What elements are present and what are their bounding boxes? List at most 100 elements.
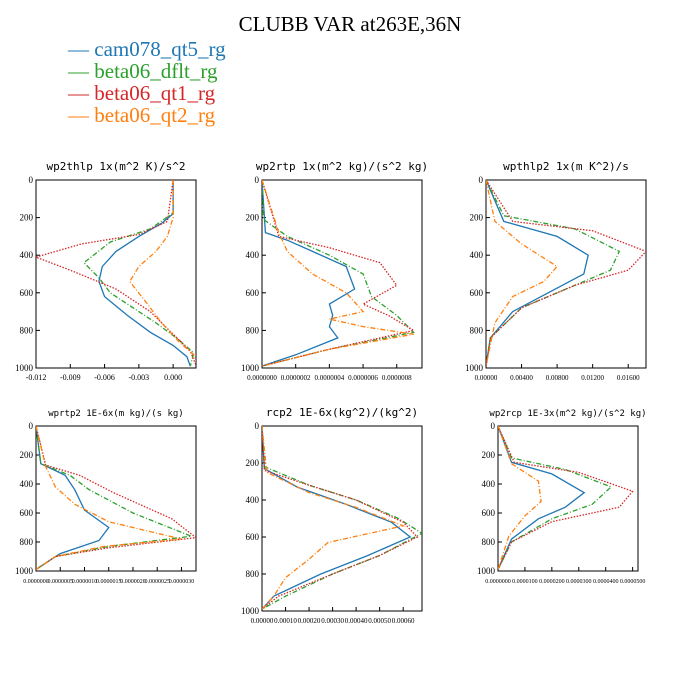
series-line-beta06_qt1_rg xyxy=(36,426,196,571)
y-tick-label: 1000 xyxy=(241,606,260,616)
x-tick-label: 0.0000002 xyxy=(281,374,311,382)
series-line-beta06_qt1_rg xyxy=(262,180,416,367)
panel-2: wp2rtp 1x(m^2 kg)/(s^2 kg) 0 200 400 600 800 1… xyxy=(241,160,428,382)
series-line-beta06_qt1_rg xyxy=(36,180,196,366)
x-tick-label: 0.0000500 xyxy=(620,579,646,585)
y-tick-label: 0 xyxy=(255,421,260,431)
legend-label-dflt: beta06_dflt_rg xyxy=(94,59,218,83)
y-tick-label: 200 xyxy=(246,458,260,468)
legend-line-dflt: — xyxy=(68,59,95,83)
x-tick-label: 0.00050 xyxy=(368,617,391,625)
x-tick-label: 0.0000006 xyxy=(348,374,378,382)
panel-title: wprtp2 1E-6x(m kg)/(s kg) xyxy=(48,409,183,419)
series-line-beta06_dflt_rg xyxy=(262,180,415,367)
x-tick-label: 0.0000100 xyxy=(512,579,538,585)
panel-frame xyxy=(35,179,197,369)
series-line-beta06_qt2_rg xyxy=(36,426,182,571)
series-line-beta06_dflt_rg xyxy=(486,180,621,367)
y-tick-label: 0 xyxy=(491,421,496,431)
y-tick-label: 600 xyxy=(470,288,484,298)
y-tick-label: 200 xyxy=(20,450,34,460)
x-tick-label: 0.0000000 xyxy=(23,579,49,585)
legend-entry-dflt: — beta06_dflt_rg xyxy=(68,60,226,82)
series-line-beta06_qt2_rg xyxy=(486,180,559,367)
y-tick-label: 1000 xyxy=(465,363,484,373)
y-tick-label: 600 xyxy=(20,288,34,298)
y-tick-label: 200 xyxy=(482,450,496,460)
x-tick-label: 0.0000000 xyxy=(247,374,277,382)
y-tick-label: 400 xyxy=(20,479,34,489)
panel-title: wp2rcp 1E-3x(m^2 kg)/(s^2 kg) xyxy=(489,409,646,419)
series-line-beta06_qt2_rg xyxy=(262,180,414,367)
x-tick-label: 0.00000 xyxy=(475,374,498,382)
series-line-beta06_dflt_rg xyxy=(262,426,422,610)
panel-series xyxy=(262,426,422,610)
y-tick-label: 600 xyxy=(20,508,34,518)
y-tick-label: 800 xyxy=(20,325,34,335)
y-tick-label: 800 xyxy=(482,537,496,547)
x-tick-label: 0.00040 xyxy=(345,617,368,625)
x-tick-label: 0.01600 xyxy=(617,374,640,382)
series-line-beta06_qt2_rg xyxy=(128,180,196,362)
x-tick-label: 0.0000005 xyxy=(47,579,73,585)
y-tick-label: 400 xyxy=(482,479,496,489)
panel-title: wpthlp2 1x(m K^2)/s xyxy=(503,160,629,173)
series-line-beta06_qt2_rg xyxy=(262,426,406,610)
x-tick-label: 0.00800 xyxy=(546,374,569,382)
legend-label-qt2: beta06_qt2_rg xyxy=(94,103,216,127)
y-tick-label: 800 xyxy=(20,537,34,547)
legend-entry-cam078: — cam078_qt5_rg xyxy=(68,38,226,60)
series-line-beta06_qt1_rg xyxy=(486,180,646,367)
y-tick-label: 1000 xyxy=(477,566,496,576)
x-tick-label: 0.0000004 xyxy=(314,374,344,382)
panel-1: wp2thlp 1x(m^2 K)/s^202004006008001000-0… xyxy=(15,160,197,382)
x-tick-label: 0.0000000 xyxy=(485,579,511,585)
x-tick-label: 0.00020 xyxy=(298,617,321,625)
y-tick-label: 800 xyxy=(470,325,484,335)
panel-frame xyxy=(497,425,639,572)
y-tick-label: 800 xyxy=(246,569,260,579)
panel-frame xyxy=(485,179,647,369)
panel-frame xyxy=(35,425,197,572)
legend-entry-qt1: — beta06_qt1_rg xyxy=(68,82,226,104)
y-tick-label: 400 xyxy=(470,250,484,260)
x-tick-label: -0.009 xyxy=(60,373,81,382)
panel-title: rcp2 1E-6x(kg^2)/(kg^2) xyxy=(266,406,418,419)
x-tick-label: 0.00000 xyxy=(251,617,274,625)
legend-label-qt1: beta06_qt1_rg xyxy=(94,81,216,105)
x-tick-label: 0.00010 xyxy=(274,617,297,625)
x-tick-label: 0.0000015 xyxy=(96,579,122,585)
y-tick-label: 0 xyxy=(29,421,34,431)
x-tick-label: 0.0000030 xyxy=(169,579,195,585)
x-tick-label: 0.0000400 xyxy=(593,579,619,585)
panel-4: wprtp2 1E-6x(m kg)/(s kg) 0 200 400 600 800 10… xyxy=(15,409,197,585)
panel-5: rcp2 1E-6x(kg^2)/(kg^2) 0 200 400 600 800 1000… xyxy=(241,406,423,625)
x-tick-label: 0.0000300 xyxy=(566,579,592,585)
y-tick-label: 400 xyxy=(246,250,260,260)
legend-line-qt2: — xyxy=(68,103,95,127)
y-tick-label: 600 xyxy=(246,532,260,542)
x-tick-label: 0.0000008 xyxy=(382,374,412,382)
legend-entry-qt2: — beta06_qt2_rg xyxy=(68,104,226,126)
panel-6: wp2rcp 1E-3x(m^2 kg)/(s^2 kg) 0 200 400 600 8… xyxy=(477,409,647,585)
y-tick-label: 200 xyxy=(246,213,260,223)
series-line-beta06_qt2_rg xyxy=(498,426,542,570)
panel-frame xyxy=(261,179,423,369)
panel-frame xyxy=(261,425,423,612)
x-tick-label: 0.00060 xyxy=(392,617,415,625)
panel-title: wp2rtp 1x(m^2 kg)/(s^2 kg) xyxy=(256,160,428,173)
series-line-cam078_qt5_rg xyxy=(486,180,589,367)
y-tick-label: 400 xyxy=(20,250,34,260)
x-tick-label: 0.0000010 xyxy=(72,579,98,585)
x-tick-label: 0.0000025 xyxy=(144,579,170,585)
series-line-cam078_qt5_rg xyxy=(498,426,586,570)
x-tick-label: 0.0000020 xyxy=(120,579,146,585)
series-line-beta06_dflt_rg xyxy=(36,426,192,571)
y-tick-label: 200 xyxy=(470,213,484,223)
y-tick-label: 1000 xyxy=(15,566,34,576)
series-line-cam078_qt5_rg xyxy=(36,426,110,571)
legend-label-cam078: cam078_qt5_rg xyxy=(94,37,226,61)
x-tick-label: 0.00030 xyxy=(321,617,344,625)
series-line-beta06_qt1_rg xyxy=(262,426,419,610)
